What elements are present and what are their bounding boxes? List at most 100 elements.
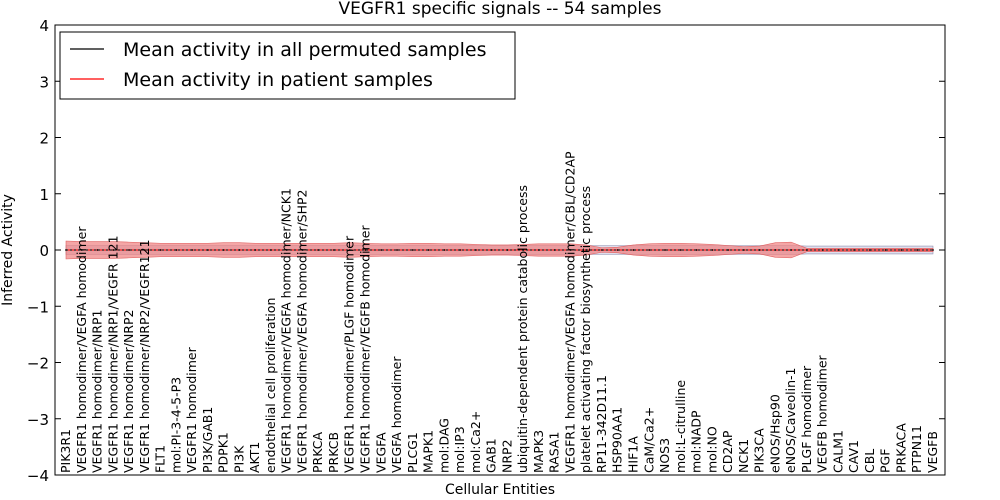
x-tick-label: PRKCB [326,432,341,473]
data-point-permuted [522,249,525,251]
legend: Mean activity in all permuted samples Me… [59,31,516,100]
data-point-permuted [664,249,666,251]
data-point-permuted [128,249,130,251]
x-tick-label: VEGFB [925,431,940,473]
data-point-permuted [96,249,99,251]
x-tick-label: VEGFR1 homodimer/NRP1/VEGFR 121 [105,235,120,473]
data-point-permuted [65,249,67,251]
x-tick-label: VEGFR1 homodimer/PLGF homodimer [342,235,357,473]
x-tick-label: NCK1 [736,439,751,473]
x-tick-label: PTPN11 [909,425,924,473]
data-point-permuted [191,249,194,251]
x-tick-label: PLCG1 [405,432,420,473]
x-tick-label: PIK3R1 [58,429,73,473]
x-tick-label: PRKACA [893,423,908,473]
data-point-permuted [506,249,509,251]
data-point-permuted [553,249,556,251]
y-tick-label: 0 [39,242,49,260]
x-tick-label: eNOS/Hsp90 [767,394,782,473]
y-tick-label: −1 [27,298,49,316]
x-tick-label: NRP2 [499,439,514,473]
y-tick-label: 2 [39,130,49,148]
chart-title: VEGFR1 specific signals -- 54 samples [339,0,662,19]
y-ticks: −4 −3 −2 −1 0 1 2 3 4 [27,17,945,485]
data-point-permuted [538,249,540,251]
data-point-permuted [853,249,856,251]
data-point-permuted [112,249,115,251]
data-point-permuted [869,249,871,251]
x-tick-label: VEGFA [373,432,388,473]
x-tick-label: VEGFB homodimer [815,354,830,473]
plot-frame [54,24,946,476]
data-point-permuted [159,249,162,251]
data-point-permuted [569,249,572,251]
x-tick-label: CALM1 [830,430,845,473]
data-point-permuted [238,249,241,251]
x-tick-label: platelet activating factor biosynthetic … [578,186,593,473]
x-tick-label: VEGFR1 homodimer/NRP2 [121,310,136,473]
y-tick-label: 1 [39,186,49,204]
data-point-permuted [758,249,761,251]
data-point-permuted [837,249,840,251]
y-tick-label: −4 [27,467,49,485]
data-point-permuted [427,249,430,251]
x-tick-label: VEGFR1 homodimer/NRP1 [90,310,105,473]
data-point-permuted [285,249,288,251]
x-tick-label: RP11-342D11.1 [594,375,609,473]
data-point-permuted [143,249,146,251]
lines-layer [65,249,934,251]
data-point-permuted [679,249,682,251]
x-tick-label: GAB1 [484,438,499,473]
data-point-permuted [254,249,257,251]
data-point-permuted [884,249,887,251]
data-point-permuted [727,249,729,251]
data-point-permuted [333,249,335,251]
x-tick-label: HSP90AA1 [610,407,625,473]
x-tick-label: CD2AP [720,430,735,473]
legend-label-patient: Mean activity in patient samples [123,69,433,91]
data-point-permuted [932,249,934,251]
y-axis-label: Inferred Activity [0,194,16,306]
x-tick-label: MAPK1 [421,430,436,473]
x-tick-label: PIK3CA [752,428,767,473]
data-point-permuted [632,249,635,251]
legend-label-permuted: Mean activity in all permuted samples [123,39,486,61]
data-point-permuted [459,249,461,251]
x-tick-label: ubiquitin-dependent protein catabolic pr… [515,185,530,473]
x-tick-label: mol:Ca2+ [468,411,483,473]
x-tick-label: endothelial cell proliferation [263,298,278,473]
x-tick-label: VEGFR1 homodimer/VEGFB homodimer [358,225,373,473]
data-point-permuted [364,249,367,251]
x-tick-label: VEGFR1 homodimer/VEGFA homodimer/NCK1 [279,188,294,473]
data-point-permuted [742,249,745,251]
x-tick-label: CBL [862,449,877,473]
x-tick-label: FLT1 [153,445,168,473]
x-tick-label: VEGFR1 homodimer/VEGFA homodimer/SHP2 [294,189,309,473]
x-tick-label: MAPK3 [531,430,546,473]
x-tick-label: NOS3 [657,438,672,473]
x-tick-label: PRKCA [310,432,325,473]
data-point-permuted [380,249,383,251]
x-tick-label: mol:L-citrulline [673,380,688,473]
x-tick-label: eNOS/Caveolin-1 [783,368,798,473]
x-tick-label: mol:NADP [689,410,704,473]
data-point-permuted [317,249,320,251]
x-tick-label: RASA1 [547,432,562,473]
x-tick-label: AKT1 [247,442,262,473]
data-point-permuted [396,249,398,251]
legend-box [59,31,516,100]
x-tick-label: PI3K [231,445,246,473]
x-tick-label: VEGFA homodimer [389,356,404,473]
data-point-permuted [900,249,903,251]
x-tick-label: mol:NO [704,426,719,473]
x-tick-label: PDPK1 [216,432,231,473]
data-point-permuted [411,249,414,251]
data-point-permuted [821,249,824,251]
x-tick-label: mol:PI-3-4-5-P3 [168,377,183,473]
x-tick-label: PGF [878,449,893,473]
data-point-permuted [616,249,619,251]
data-point-permuted [80,249,83,251]
x-tick-label: VEGFR1 homodimer/VEGFA homodimer [74,226,89,473]
data-point-permuted [490,249,493,251]
